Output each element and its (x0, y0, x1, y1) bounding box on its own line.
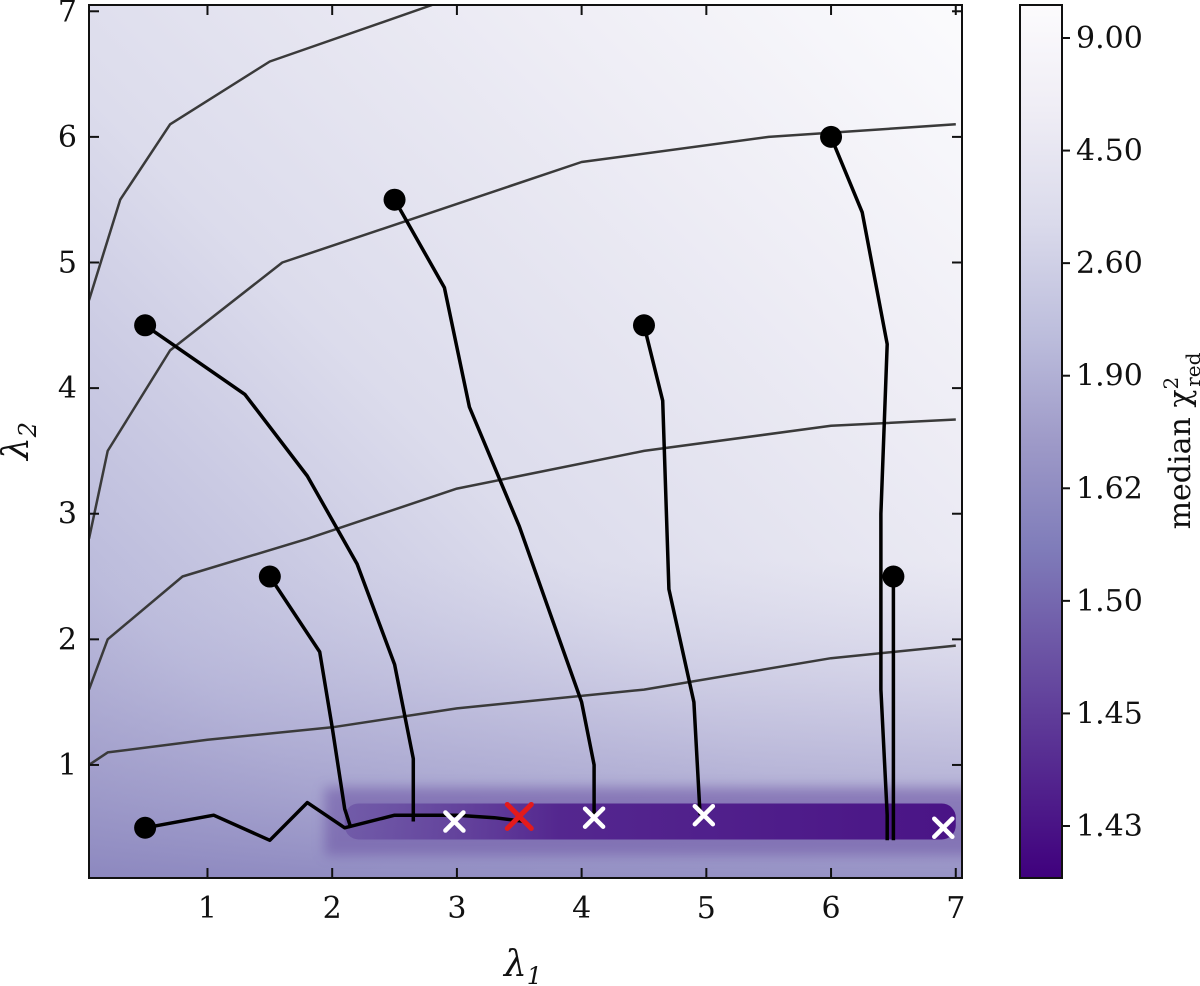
plot-frame (88, 4, 963, 879)
trajectory-path-5 (829, 136, 889, 841)
contour-line-1 (89, 644, 956, 766)
trajectory-start-point-1 (134, 314, 157, 337)
y-tick-label: 7 (58, 0, 77, 29)
colorbar-gradient (1019, 4, 1063, 879)
trajectory-path-7 (144, 800, 526, 843)
trajectory-start-point-4 (632, 314, 655, 337)
x-tick-label: 3 (447, 891, 466, 926)
colorbar: 9.00 4.50 2.60 1.90 1.62 1.50 1.45 1.43 median … (1019, 4, 1200, 879)
trajectory-start-point-5 (820, 125, 843, 148)
x-tick-label: 6 (822, 891, 841, 926)
trajectory-markers (134, 125, 955, 840)
trajectory-path-4 (642, 324, 702, 816)
trajectory-end-marker-2 (582, 806, 606, 829)
x-axis-label: λ1 (502, 944, 542, 986)
colorbar-tick-label: 2.60 (1076, 246, 1143, 281)
y-tick-label: 2 (58, 622, 77, 657)
heatmap-area (89, 5, 962, 878)
y-tick-label: 1 (58, 748, 77, 783)
y-tick-label: 5 (58, 246, 77, 281)
trajectory-start-point-6 (882, 565, 905, 588)
y-axis-ticks: 1 2 3 4 5 6 7 (58, 0, 962, 783)
y-tick-label: 6 (58, 120, 77, 155)
y-tick-label: 4 (58, 371, 77, 406)
trajectory-start-point-3 (383, 188, 406, 211)
minimum-valley (344, 803, 956, 840)
y-tick-label: 3 (58, 497, 77, 532)
trajectory-end-marker-1 (443, 810, 466, 833)
colorbar-tick-label: 1.50 (1076, 584, 1143, 619)
trajectory-lines (144, 136, 896, 843)
colorbar-label: median χ2red (1159, 352, 1200, 529)
x-axis-label-subscript: 1 (527, 962, 542, 986)
trajectory-path-3 (393, 198, 596, 816)
trajectory-path-1 (144, 323, 416, 822)
x-tick-label: 1 (198, 891, 217, 926)
x-tick-label: 7 (946, 891, 965, 926)
x-tick-label: 2 (323, 891, 342, 926)
trajectory-path-2 (268, 575, 353, 829)
x-axis-ticks: 1 2 3 4 5 6 7 (198, 5, 965, 926)
colorbar-tick-label: 1.62 (1076, 471, 1143, 506)
trajectory-end-marker-3 (692, 803, 716, 827)
contour-line-3 (89, 123, 956, 540)
colorbar-tick-label: 1.43 (1076, 809, 1143, 844)
colorbar-label-subscript: red (1181, 352, 1200, 386)
trajectory-start-point-7 (134, 816, 157, 839)
contour-line-4 (89, 5, 433, 301)
colorbar-ticks: 9.00 4.50 2.60 1.90 1.62 1.50 1.45 1.43 (1062, 21, 1143, 844)
x-tick-label: 5 (697, 891, 716, 926)
best-fit-marker (504, 801, 534, 831)
colorbar-tick-label: 1.45 (1076, 696, 1143, 731)
colorbar-tick-label: 4.50 (1076, 134, 1143, 169)
contour-line-2 (89, 418, 956, 691)
y-axis-label-subscript: 2 (14, 422, 42, 438)
colorbar-tick-label: 9.00 (1076, 21, 1143, 56)
contour-lines (89, 5, 956, 766)
y-axis-label: λ2 (0, 422, 42, 462)
x-tick-label: 4 (572, 891, 591, 926)
trajectory-start-point-2 (258, 565, 281, 588)
colorbar-tick-label: 1.90 (1076, 359, 1143, 394)
colorbar-label-superscript: 2 (1159, 377, 1183, 390)
trajectory-end-marker-4 (932, 816, 955, 840)
